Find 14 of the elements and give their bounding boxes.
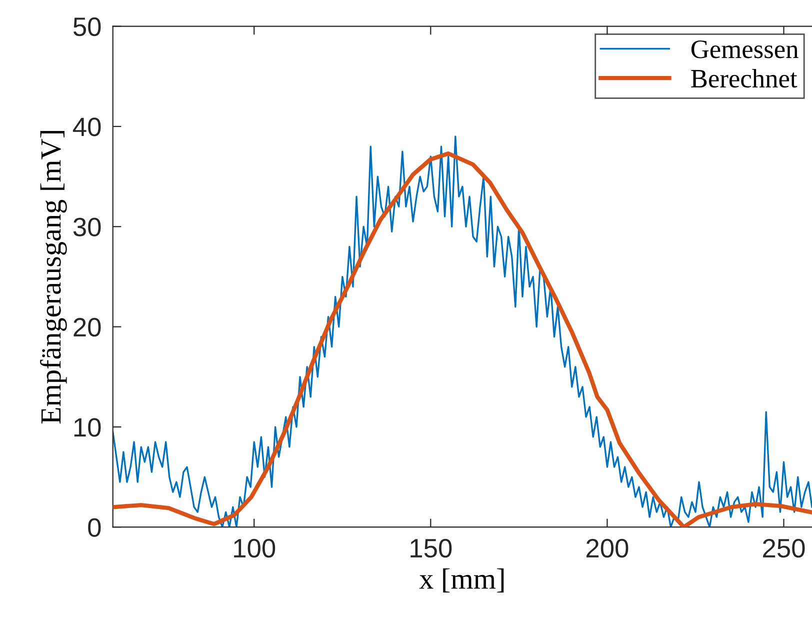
y-tick-label: 0: [88, 518, 101, 537]
y-tick-label: 30: [73, 218, 101, 236]
y-tick-label: 10: [74, 418, 101, 437]
x-tick-label: 200: [586, 538, 628, 558]
x-axis-title: x [mm]: [419, 568, 504, 592]
y-tick-label: 50: [73, 17, 101, 36]
legend-label: Berechnet: [691, 69, 798, 88]
y-tick-label: 20: [74, 318, 101, 337]
legend-label: Gemessen: [691, 40, 798, 58]
x-tick-label: 250: [763, 538, 805, 558]
y-axis-title: Empfängerausgang [mV]: [40, 131, 67, 424]
x-tick-label: 150: [410, 538, 452, 558]
y-tick-label: 40: [73, 118, 101, 136]
x-tick-label: 100: [234, 538, 276, 558]
